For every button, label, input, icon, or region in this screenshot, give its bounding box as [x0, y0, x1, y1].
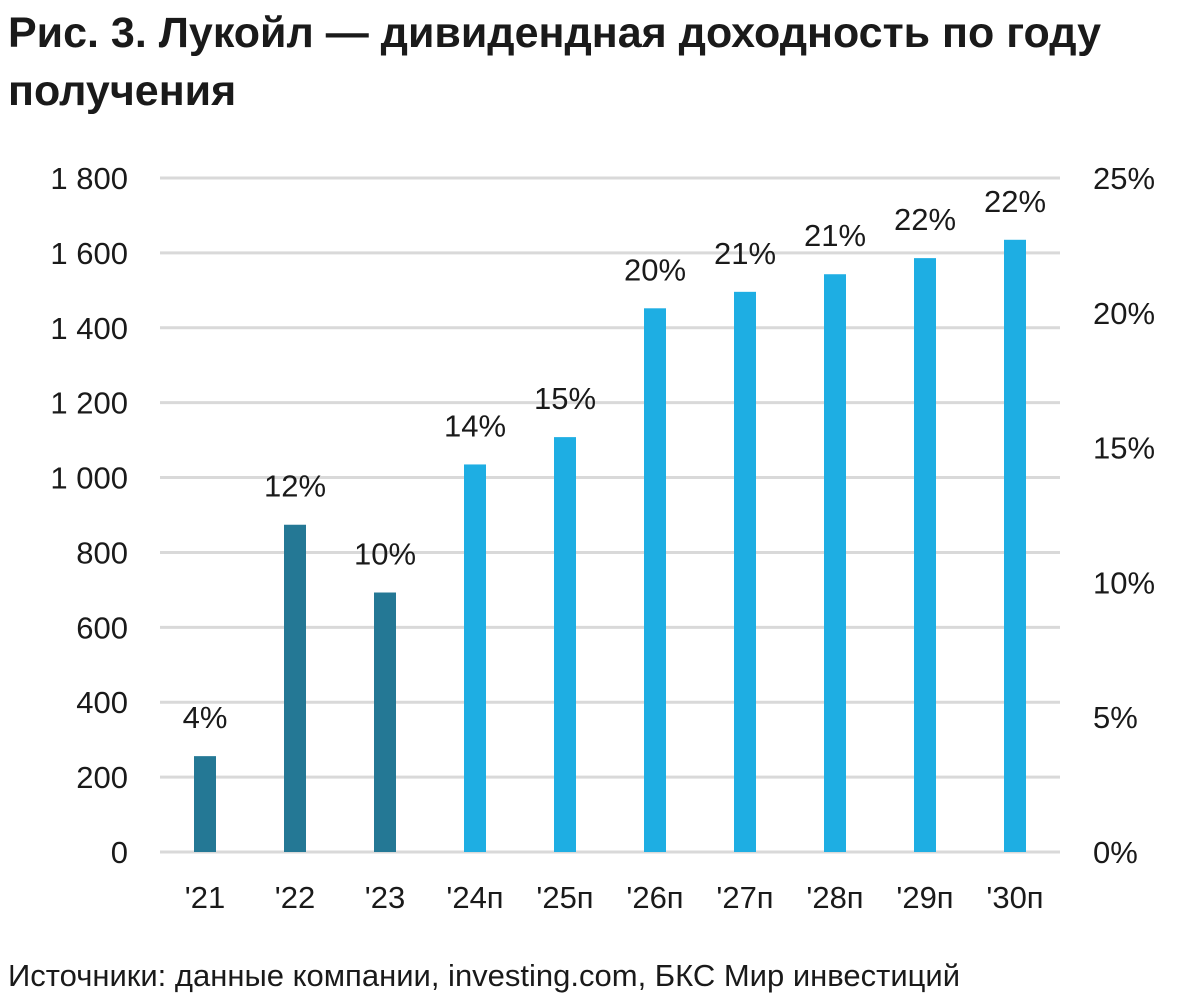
- data-labels: 4% 12% 10% 14% 15% 20% 21% 21% 22% 22%: [183, 184, 1046, 735]
- bar: [914, 258, 936, 852]
- data-label: 22%: [894, 202, 956, 237]
- x-tick-label: '22: [275, 880, 315, 915]
- x-tick-label: '29п: [896, 880, 953, 915]
- bars: [194, 239, 1026, 853]
- bar: [734, 291, 756, 852]
- data-label: 21%: [804, 218, 866, 253]
- bar: [284, 524, 306, 852]
- bar: [554, 437, 576, 852]
- y-tick-label: 600: [76, 610, 128, 645]
- x-tick-label: '21: [185, 880, 225, 915]
- data-label: 12%: [264, 469, 326, 504]
- y-tick-label: 0: [111, 835, 128, 870]
- y-tick-label: 1 400: [50, 311, 128, 346]
- bar: [1004, 239, 1026, 853]
- y-axis-right: 0% 5% 10% 15% 20% 25%: [1093, 161, 1155, 870]
- bar: [824, 274, 846, 853]
- y2-tick-label: 25%: [1093, 161, 1155, 196]
- y-axis-left: 0 200 400 600 800 1 000 1 200 1 400 1 600 1 800: [50, 161, 128, 870]
- source-note: Источники: данные компании, investing.co…: [8, 958, 961, 993]
- x-tick-label: '30п: [986, 880, 1043, 915]
- x-axis: '21 '22 '23 '24п '25п '26п '27п '28п '29п '30п: [185, 880, 1044, 915]
- x-tick-label: '24п: [446, 880, 503, 915]
- y2-tick-label: 15%: [1093, 431, 1155, 466]
- data-label: 20%: [624, 252, 686, 287]
- y-tick-label: 1 200: [50, 386, 128, 421]
- bar: [194, 756, 216, 852]
- bar: [464, 464, 486, 852]
- y-tick-label: 200: [76, 760, 128, 795]
- bar: [644, 308, 666, 853]
- y2-tick-label: 5%: [1093, 700, 1138, 735]
- x-tick-label: '23: [365, 880, 405, 915]
- x-tick-label: '27п: [716, 880, 773, 915]
- x-tick-label: '28п: [806, 880, 863, 915]
- data-label: 10%: [354, 537, 416, 572]
- y2-tick-label: 10%: [1093, 565, 1155, 600]
- y-tick-label: 800: [76, 535, 128, 570]
- y-tick-label: 400: [76, 685, 128, 720]
- y2-tick-label: 20%: [1093, 296, 1155, 331]
- data-label: 22%: [984, 184, 1046, 219]
- y-tick-label: 1 000: [50, 461, 128, 496]
- y-tick-label: 1 600: [50, 236, 128, 271]
- chart-title: Рис. 3. Лукойл — дивидендная доходность …: [8, 9, 1101, 115]
- data-label: 4%: [183, 700, 228, 735]
- x-tick-label: '25п: [536, 880, 593, 915]
- data-label: 15%: [534, 381, 596, 416]
- x-tick-label: '26п: [626, 880, 683, 915]
- bar: [374, 592, 396, 852]
- y-tick-label: 1 800: [50, 161, 128, 196]
- data-label: 21%: [714, 236, 776, 271]
- gridlines: [160, 176, 1060, 854]
- data-label: 14%: [444, 408, 506, 443]
- y2-tick-label: 0%: [1093, 835, 1138, 870]
